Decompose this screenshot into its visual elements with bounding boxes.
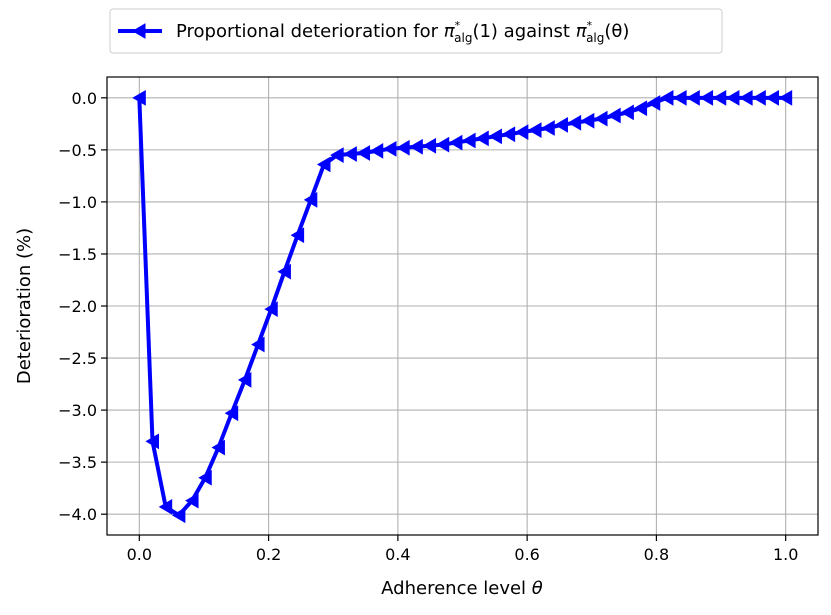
- y-tick-label: −2.0: [58, 297, 97, 316]
- y-tick-label: −2.5: [58, 349, 97, 368]
- legend-label-arg-1: (1): [472, 21, 498, 42]
- y-tick-label: 0.0: [72, 89, 97, 108]
- data-point-marker: [659, 89, 674, 106]
- data-point-marker: [396, 139, 410, 156]
- x-tick-label: 0.8: [644, 545, 669, 564]
- data-point-marker: [673, 89, 687, 106]
- x-tick-label: 0.6: [514, 545, 539, 564]
- data-point-marker: [752, 89, 766, 106]
- data-point-marker: [264, 301, 278, 317]
- x-axis-label-symbol: θ: [532, 578, 543, 599]
- data-point-marker: [224, 405, 239, 422]
- data-point-marker: [145, 433, 159, 450]
- legend: Proportional deterioration for π* alg(1) …: [109, 8, 723, 54]
- data-point-marker: [620, 104, 634, 121]
- data-point-marker: [554, 117, 568, 133]
- legend-label-sup-1: *: [455, 19, 461, 32]
- data-point-marker: [699, 89, 714, 106]
- data-point-marker: [369, 143, 384, 159]
- data-point-marker: [514, 124, 529, 141]
- data-point-marker: [211, 439, 225, 456]
- series-blue-line: [132, 89, 793, 524]
- data-point-marker: [303, 191, 318, 208]
- data-point-marker: [290, 227, 305, 244]
- data-point-marker: [580, 112, 595, 129]
- legend-label-sup-2: *: [587, 19, 593, 32]
- data-point-marker: [185, 492, 199, 509]
- data-point-marker: [567, 114, 582, 131]
- legend-label-sub-2: alg: [586, 31, 604, 45]
- data-point-marker: [409, 138, 423, 155]
- x-tick-label: 0.0: [127, 545, 152, 564]
- legend-marker-swatch: [132, 23, 146, 39]
- legend-label-pi-2: π: [576, 21, 588, 42]
- grid: [107, 77, 818, 535]
- data-point-marker: [171, 507, 186, 524]
- data-point-marker: [475, 130, 489, 147]
- data-point-marker: [448, 134, 463, 151]
- data-point-marker: [462, 132, 476, 149]
- x-axis-label: Adherence level θ: [381, 578, 543, 599]
- data-point-marker: [382, 140, 397, 157]
- data-point-marker: [158, 499, 173, 515]
- data-point-marker: [356, 145, 371, 161]
- x-tick-label: 1.0: [773, 545, 798, 564]
- x-tick-label: 0.4: [385, 545, 410, 564]
- legend-label-mid: against: [498, 21, 576, 42]
- data-point-marker: [765, 89, 779, 106]
- data-point-marker: [132, 89, 146, 106]
- y-tick-label: −4.0: [58, 505, 97, 524]
- legend-label-arg-2: (θ): [604, 21, 629, 42]
- y-tick-label: −0.5: [58, 141, 97, 160]
- data-point-marker: [316, 156, 331, 173]
- x-axis-label-text: Adherence level: [381, 578, 526, 599]
- data-point-marker: [712, 89, 727, 106]
- legend-label: Proportional deterioration for π* alg(1) …: [176, 19, 629, 45]
- data-point-marker: [435, 136, 450, 153]
- y-tick-label: −1.0: [58, 193, 97, 212]
- data-point-marker: [725, 89, 740, 106]
- legend-label-sub-1: alg: [454, 31, 472, 45]
- data-point-marker: [633, 100, 648, 117]
- ticks: 0.0 0.2 0.4 0.6 0.8 1.0 0.0 −0.5 −1.0 −1.5 −2.0 −2.…: [58, 89, 798, 564]
- data-point-marker: [251, 336, 265, 353]
- data-point-marker: [646, 95, 661, 111]
- legend-label-prefix: Proportional deterioration for: [176, 21, 444, 42]
- data-point-marker: [501, 126, 516, 143]
- data-point-marker: [528, 122, 542, 138]
- data-point-marker: [198, 469, 212, 486]
- data-point-marker: [237, 372, 252, 388]
- x-tick-label: 0.2: [256, 545, 281, 564]
- data-point-marker: [594, 110, 608, 127]
- data-point-marker: [277, 263, 291, 280]
- data-point-marker: [686, 89, 700, 106]
- y-axis-label: Deterioration (%): [14, 228, 35, 384]
- data-point-marker: [541, 120, 555, 136]
- data-point-marker: [607, 107, 621, 124]
- data-point-marker: [739, 89, 753, 106]
- data-point-marker: [422, 137, 437, 154]
- data-point-marker: [330, 147, 344, 163]
- data-point-marker: [343, 146, 357, 162]
- legend-label-pi-1: π: [444, 21, 456, 42]
- data-point-marker: [488, 128, 502, 145]
- legend-frame: [109, 8, 723, 54]
- y-tick-label: −1.5: [58, 245, 97, 264]
- data-point-marker: [778, 89, 793, 106]
- y-tick-label: −3.5: [58, 453, 97, 472]
- y-tick-label: −3.0: [58, 401, 97, 420]
